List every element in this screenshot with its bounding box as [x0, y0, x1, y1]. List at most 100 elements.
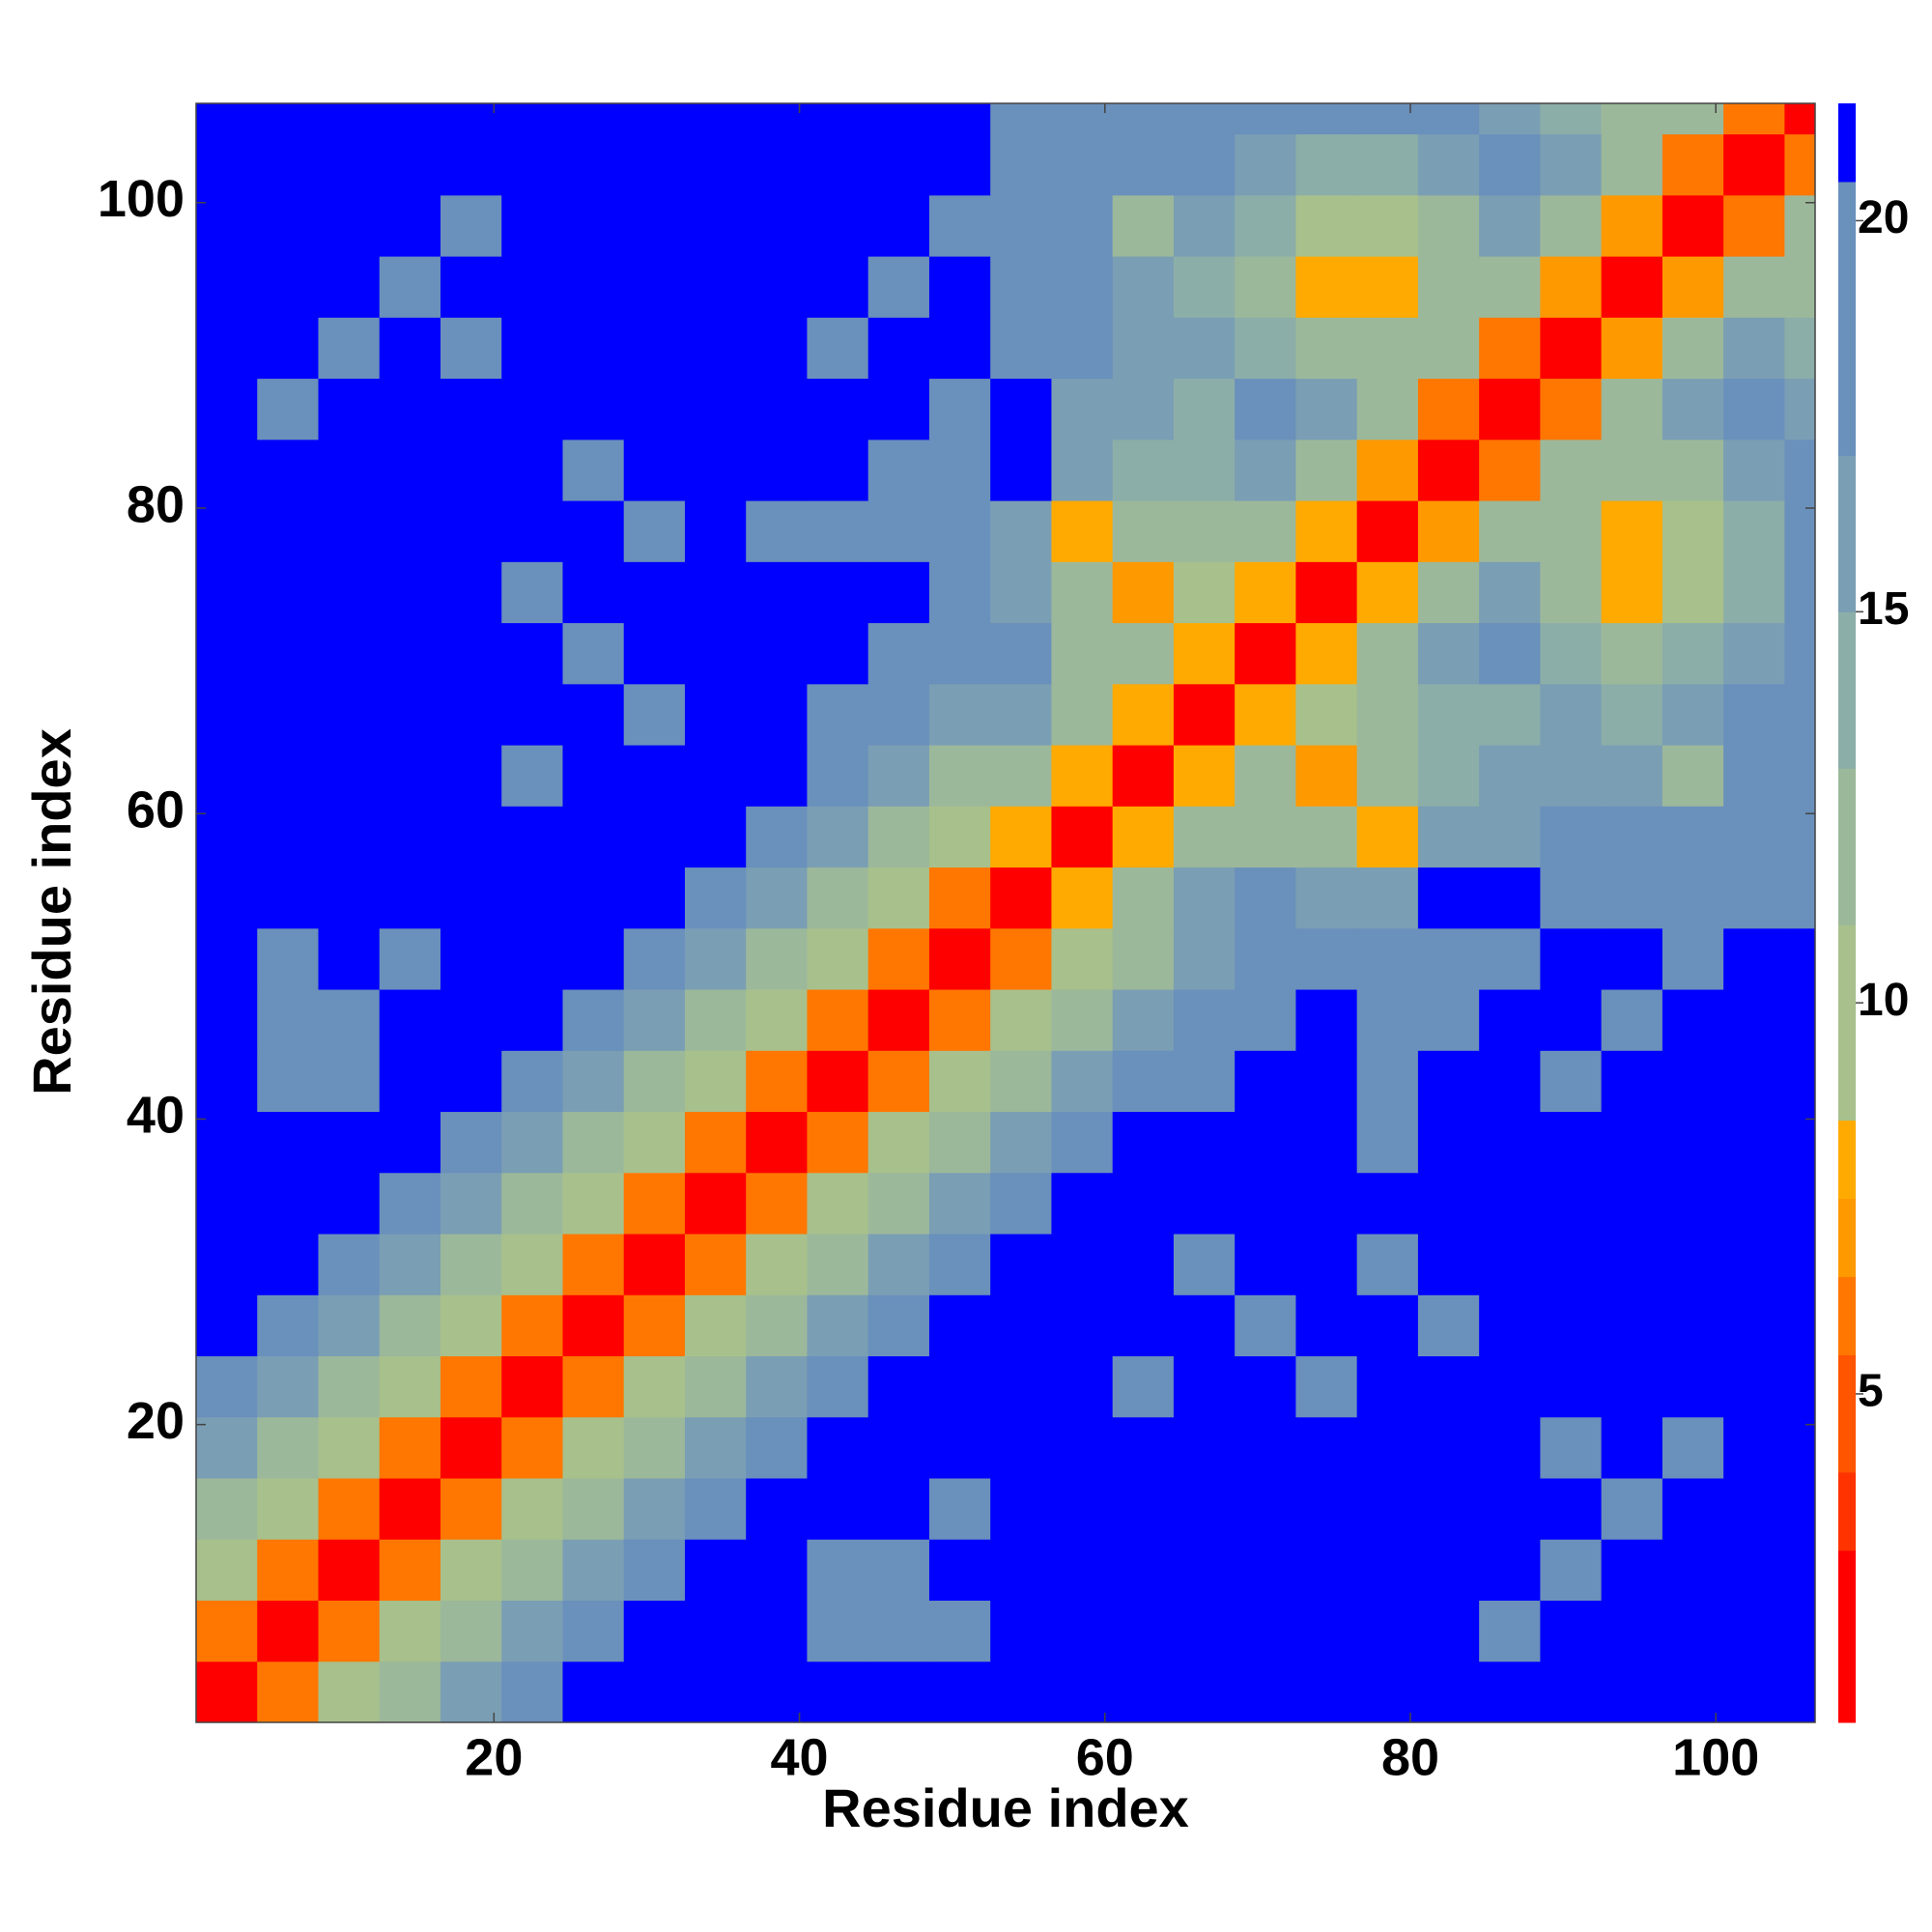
heatmap-cell — [867, 867, 930, 929]
heatmap-cell — [746, 1294, 808, 1357]
heatmap-cell — [196, 439, 258, 501]
heatmap-cell — [623, 1172, 686, 1235]
heatmap-cell — [379, 683, 441, 746]
heatmap-cell — [746, 439, 808, 501]
heatmap-cell — [684, 439, 747, 501]
heatmap-cell — [1723, 378, 1785, 440]
heatmap-cell — [807, 1478, 869, 1540]
heatmap-cell — [1479, 378, 1541, 440]
heatmap-cell — [501, 1294, 563, 1357]
heatmap-cell — [562, 1111, 625, 1174]
heatmap-cell — [1662, 1539, 1724, 1602]
heatmap-cell — [1235, 927, 1296, 990]
heatmap-cell — [318, 1172, 381, 1235]
heatmap-cell — [379, 1234, 441, 1295]
heatmap-cell — [1356, 194, 1419, 257]
heatmap-cell — [807, 317, 869, 380]
heatmap-cell — [1662, 1172, 1724, 1235]
heatmap-cell — [1479, 317, 1541, 380]
heatmap-cell — [1235, 989, 1296, 1051]
heatmap-cell — [1540, 439, 1603, 501]
heatmap-cell — [867, 194, 930, 257]
heatmap-cell — [623, 989, 686, 1051]
heatmap-cell — [1235, 1661, 1296, 1723]
heatmap-cell — [1235, 378, 1296, 440]
heatmap-cell — [807, 1355, 869, 1418]
heatmap-cell — [1784, 317, 1816, 380]
heatmap-cell — [1601, 1355, 1663, 1418]
heatmap-cell — [746, 1539, 808, 1602]
heatmap-cell — [257, 1416, 319, 1479]
heatmap-cell — [1540, 1050, 1603, 1113]
heatmap-cell — [501, 1111, 563, 1174]
heatmap-cell — [1356, 927, 1419, 990]
heatmap-cell — [562, 1234, 625, 1295]
heatmap-cell — [440, 561, 502, 624]
heatmap-cell — [1173, 1172, 1236, 1235]
heatmap-cell — [440, 1661, 502, 1723]
heatmap-cell — [928, 317, 991, 380]
heatmap-cell — [257, 561, 319, 624]
heatmap-cell — [1295, 1050, 1358, 1113]
heatmap-cell — [1235, 1355, 1296, 1418]
heatmap-cell — [867, 1661, 930, 1723]
heatmap-cell — [1662, 378, 1724, 440]
heatmap-cell — [1112, 927, 1175, 990]
heatmap-cell — [1662, 1355, 1724, 1418]
heatmap-cell — [196, 867, 258, 929]
heatmap-cell — [1295, 1111, 1358, 1174]
heatmap-cell — [1601, 806, 1663, 868]
heatmap-cell — [379, 927, 441, 990]
heatmap-cell — [684, 1600, 747, 1662]
heatmap-cell — [928, 1050, 991, 1113]
heatmap-cell — [684, 256, 747, 318]
heatmap-cell — [1662, 194, 1724, 257]
heatmap-cell — [196, 1478, 258, 1540]
heatmap-cell — [807, 1294, 869, 1357]
heatmap-cell — [1601, 103, 1663, 135]
heatmap-cell — [318, 989, 381, 1051]
heatmap-cell — [318, 500, 381, 562]
heatmap-cell — [1540, 806, 1603, 868]
heatmap-cell — [867, 989, 930, 1051]
heatmap-cell — [1662, 103, 1724, 135]
heatmap-cell — [501, 1600, 563, 1662]
heatmap-cell — [1112, 1294, 1175, 1357]
heatmap-cell — [1479, 1600, 1541, 1662]
heatmap-cell — [1112, 378, 1175, 440]
colorbar-step — [1838, 768, 1856, 925]
heatmap-cell — [318, 103, 381, 135]
heatmap-cell — [928, 500, 991, 562]
heatmap-cell — [1601, 500, 1663, 562]
heatmap-cell — [318, 256, 381, 318]
heatmap-cell — [1173, 194, 1236, 257]
heatmap-cell — [928, 1661, 991, 1723]
colorbar-tick-label: 15 — [1858, 583, 1909, 635]
heatmap-cell — [1295, 867, 1358, 929]
heatmap-cell — [196, 683, 258, 746]
heatmap-cell — [1540, 867, 1603, 929]
heatmap-cell — [807, 1539, 869, 1602]
heatmap-cell — [1295, 1416, 1358, 1479]
x-tick-label: 100 — [1672, 1728, 1759, 1786]
heatmap-cell — [990, 1294, 1052, 1357]
heatmap-cell — [1235, 500, 1296, 562]
heatmap-cell — [1235, 1172, 1296, 1235]
heatmap-cell — [1723, 622, 1785, 685]
heatmap-cell — [1540, 1661, 1603, 1723]
heatmap-cell — [746, 1478, 808, 1540]
heatmap-cell — [379, 867, 441, 929]
heatmap-cell — [1601, 683, 1663, 746]
heatmap-cell — [1295, 194, 1358, 257]
heatmap-cell — [746, 1172, 808, 1235]
heatmap-cell — [1662, 683, 1724, 746]
heatmap-cell — [1356, 500, 1419, 562]
heatmap-cell — [501, 439, 563, 501]
heatmap-cell — [1479, 1234, 1541, 1295]
heatmap-cell — [1662, 1661, 1724, 1723]
heatmap-cell — [1051, 439, 1114, 501]
heatmap-cell — [379, 194, 441, 257]
heatmap-cell — [1723, 1600, 1785, 1662]
heatmap-cell — [379, 1172, 441, 1235]
heatmap-cell — [1723, 439, 1785, 501]
